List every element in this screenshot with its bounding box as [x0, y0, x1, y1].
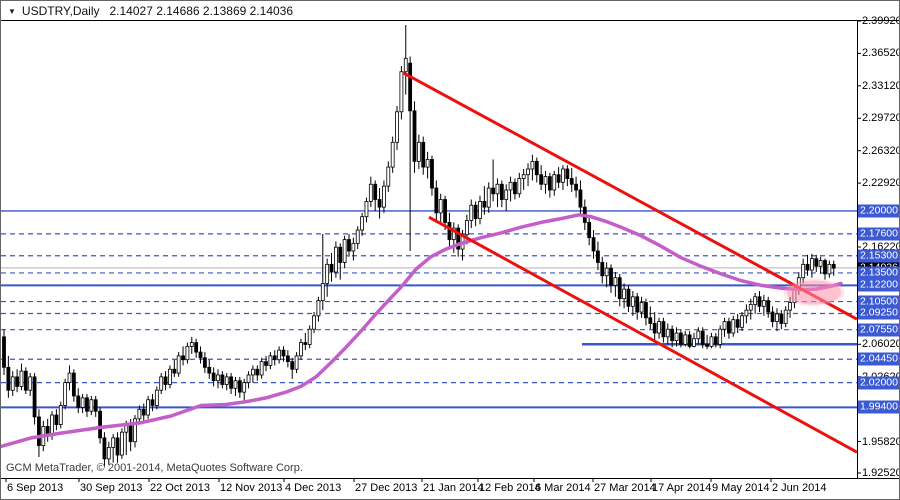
- candles-layer: [2, 25, 836, 467]
- chart-title: ▼ USDTRY,Daily 2.14027 2.14686 2.13869 2.1…: [8, 4, 293, 19]
- collapse-chart-icon[interactable]: ▼: [8, 7, 16, 16]
- platform-watermark: GCM MetaTrader, © 2001-2014, MetaQuotes …: [6, 462, 303, 474]
- highlight-ellipse[interactable]: [787, 280, 841, 305]
- ohlc-quote-label: 2.14027 2.14686 2.13869 2.14036: [109, 4, 294, 18]
- descending-trendline[interactable]: [402, 71, 858, 321]
- descending-trendline[interactable]: [428, 215, 858, 454]
- highlight-ellipse-glow: [783, 278, 845, 307]
- moving-average-line[interactable]: [1, 213, 843, 449]
- symbol-period-label: USDTRY,Daily: [21, 4, 100, 18]
